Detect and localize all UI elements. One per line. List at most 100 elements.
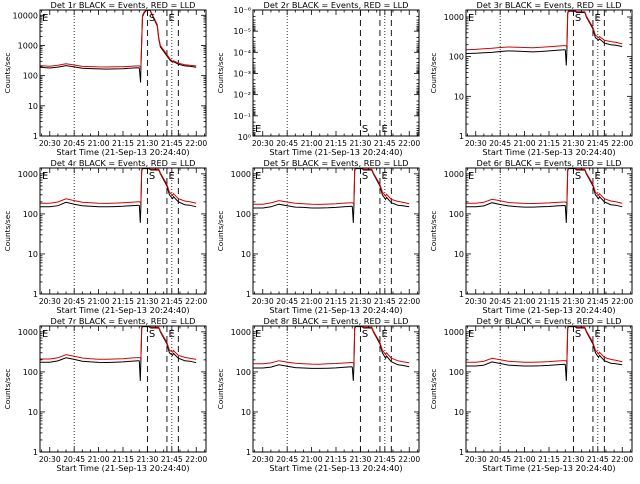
x-axis-label: Start Time (21-Sep-13 20:24:40) bbox=[56, 305, 189, 315]
x-axis-label: Start Time (21-Sep-13 20:24:40) bbox=[482, 147, 615, 157]
series-line-lld bbox=[40, 168, 197, 204]
x-tick-label: 22:00 bbox=[398, 455, 420, 464]
y-tick-label: 1 bbox=[246, 448, 251, 457]
x-tick-label: 22:00 bbox=[185, 139, 207, 148]
x-tick-label: 21:30 bbox=[136, 455, 158, 464]
y-tick-label: 10⁻¹ bbox=[233, 112, 251, 121]
corner-label: E bbox=[255, 124, 261, 135]
y-tick-label: 100 bbox=[236, 210, 251, 219]
x-tick-label: 20:45 bbox=[63, 297, 85, 306]
x-axis-label: Start Time (21-Sep-13 20:24:40) bbox=[269, 305, 402, 315]
chart-panel-8: Det 8r BLACK = Events, RED = LLD S E E 1 10 10… bbox=[216, 316, 420, 473]
chart-title: Det 6r BLACK = Events, RED = LLD bbox=[477, 158, 622, 168]
chart-title: Det 2r BLACK = Events, RED = LLD bbox=[264, 0, 409, 10]
marker-label: E bbox=[168, 171, 174, 182]
marker-label: S bbox=[149, 329, 155, 340]
y-axis-label: Counts/sec bbox=[429, 211, 438, 252]
y-axis-label: Counts/sec bbox=[216, 53, 225, 94]
marker-label: E bbox=[381, 329, 387, 340]
y-tick-label: 10⁻⁴ bbox=[233, 48, 251, 57]
chart-title: Det 7r BLACK = Events, RED = LLD bbox=[51, 316, 196, 326]
marker-label: E bbox=[594, 13, 600, 24]
x-tick-label: 21:00 bbox=[301, 139, 323, 148]
x-tick-label: 21:00 bbox=[88, 455, 110, 464]
corner-label: E bbox=[255, 329, 261, 340]
x-tick-label: 21:15 bbox=[325, 455, 347, 464]
y-tick-label: 1 bbox=[33, 448, 38, 457]
series-line-events bbox=[253, 326, 410, 381]
x-tick-label: 20:45 bbox=[489, 455, 511, 464]
x-tick-label: 20:30 bbox=[465, 455, 487, 464]
x-tick-label: 21:15 bbox=[112, 297, 134, 306]
plot-frame bbox=[252, 9, 420, 137]
y-tick-label: 1000 bbox=[18, 170, 38, 179]
x-tick-label: 20:45 bbox=[276, 455, 298, 464]
marker-label: S bbox=[149, 13, 155, 24]
y-tick-label: 1 bbox=[33, 132, 38, 141]
x-tick-label: 22:00 bbox=[185, 297, 207, 306]
x-tick-label: 21:00 bbox=[514, 297, 536, 306]
plot-frame bbox=[465, 325, 633, 453]
series-line-lld bbox=[253, 168, 410, 205]
y-tick-label: 1 bbox=[33, 290, 38, 299]
x-axis-label: Start Time (21-Sep-13 20:24:40) bbox=[482, 305, 615, 315]
marker-label: E bbox=[594, 171, 600, 182]
y-tick-label: 10 bbox=[454, 250, 464, 259]
y-tick-label: 100 bbox=[23, 72, 38, 81]
x-tick-label: 20:45 bbox=[489, 297, 511, 306]
chart-title: Det 8r BLACK = Events, RED = LLD bbox=[264, 316, 409, 326]
x-tick-label: 20:45 bbox=[489, 139, 511, 148]
marker-label: S bbox=[149, 171, 155, 182]
chart-panel-2: Det 2r BLACK = Events, RED = LLD S E E 10⁰ 10… bbox=[216, 0, 420, 157]
y-tick-label: 1000 bbox=[231, 328, 251, 337]
y-tick-label: 1000 bbox=[444, 170, 464, 179]
x-tick-label: 21:45 bbox=[374, 297, 396, 306]
series-line-events bbox=[40, 168, 197, 223]
series-line-lld bbox=[253, 326, 410, 365]
x-tick-label: 21:30 bbox=[562, 297, 584, 306]
y-tick-label: 1 bbox=[459, 448, 464, 457]
y-tick-label: 1000 bbox=[18, 328, 38, 337]
marker-label: E bbox=[168, 13, 174, 24]
x-tick-label: 21:00 bbox=[301, 297, 323, 306]
marker-label: S bbox=[362, 124, 368, 135]
chart-panel-3: Det 3r BLACK = Events, RED = LLD S E E 1 10 10… bbox=[429, 0, 633, 157]
x-tick-label: 21:30 bbox=[562, 455, 584, 464]
x-axis-label: Start Time (21-Sep-13 20:24:40) bbox=[56, 463, 189, 473]
chart-title: Det 1r BLACK = Events, RED = LLD bbox=[51, 0, 196, 10]
marker-label: E bbox=[594, 329, 600, 340]
y-tick-label: 100 bbox=[449, 368, 464, 377]
x-tick-label: 20:30 bbox=[39, 139, 61, 148]
y-tick-label: 10000 bbox=[13, 11, 38, 20]
chart-title: Det 4r BLACK = Events, RED = LLD bbox=[51, 158, 196, 168]
corner-label: E bbox=[468, 171, 474, 182]
series-line-lld bbox=[40, 326, 197, 360]
x-tick-label: 21:30 bbox=[349, 297, 371, 306]
x-tick-label: 21:15 bbox=[538, 297, 560, 306]
y-tick-label: 100 bbox=[236, 368, 251, 377]
x-tick-label: 20:30 bbox=[252, 139, 274, 148]
y-tick-label: 10 bbox=[28, 408, 38, 417]
y-tick-label: 10 bbox=[241, 408, 251, 417]
series-line-events bbox=[40, 326, 197, 381]
marker-label: S bbox=[575, 13, 581, 24]
plot-frame bbox=[39, 9, 207, 137]
x-tick-label: 21:15 bbox=[538, 455, 560, 464]
x-tick-label: 20:45 bbox=[63, 455, 85, 464]
y-axis-label: Counts/sec bbox=[3, 369, 12, 410]
chart-panel-5: Det 5r BLACK = Events, RED = LLD S E E 1 10 10… bbox=[216, 158, 420, 315]
x-tick-label: 21:15 bbox=[538, 139, 560, 148]
series-line-events bbox=[466, 326, 623, 381]
x-tick-label: 21:00 bbox=[88, 297, 110, 306]
y-tick-label: 1 bbox=[459, 290, 464, 299]
x-tick-label: 20:45 bbox=[63, 139, 85, 148]
x-tick-label: 21:45 bbox=[161, 455, 183, 464]
plot-frame bbox=[39, 325, 207, 453]
corner-label: E bbox=[468, 13, 474, 24]
x-tick-label: 22:00 bbox=[611, 297, 633, 306]
y-tick-label: 1000 bbox=[444, 13, 464, 22]
x-axis-label: Start Time (21-Sep-13 20:24:40) bbox=[56, 147, 189, 157]
y-axis-label: Counts/sec bbox=[429, 369, 438, 410]
chart-title: Det 5r BLACK = Events, RED = LLD bbox=[264, 158, 409, 168]
